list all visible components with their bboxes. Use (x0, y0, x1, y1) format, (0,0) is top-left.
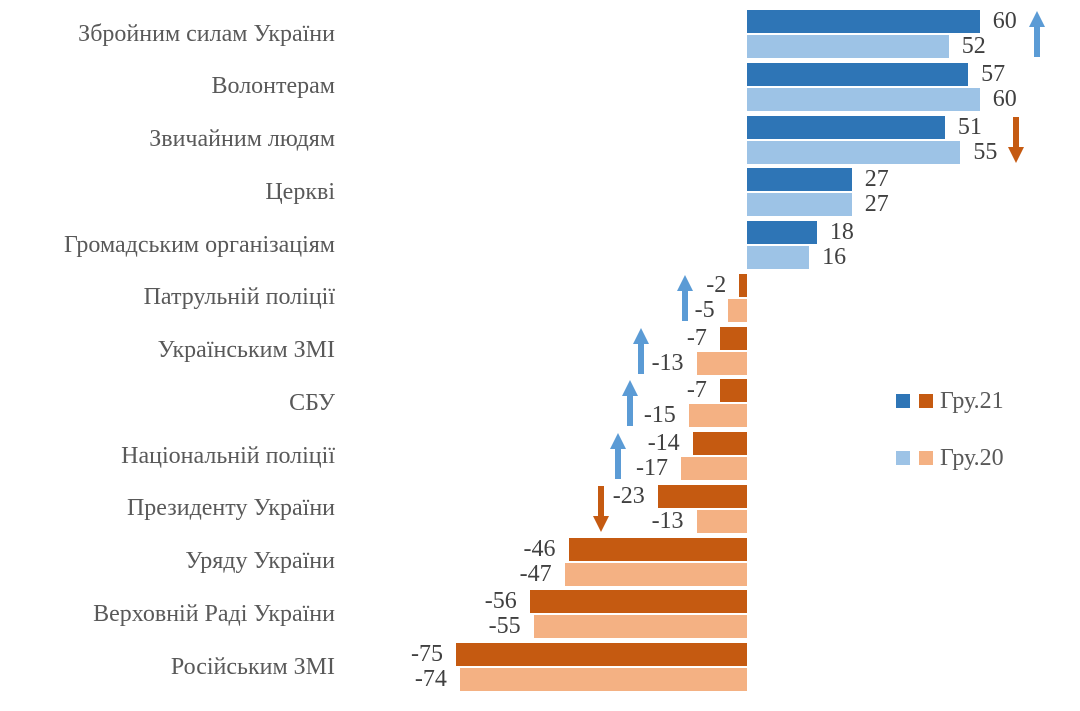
value-label-gru21: 57 (981, 60, 1006, 87)
category-label: Національній поліції (121, 442, 335, 469)
value-label-gru20: -17 (636, 455, 669, 481)
bar-gru21 (692, 432, 747, 455)
value-label-gru20: 52 (961, 33, 986, 59)
value-label-gru20: 16 (822, 244, 847, 270)
value-label-gru21: -2 (706, 271, 727, 298)
value-label-gru20: -15 (643, 402, 676, 429)
trend-down-arrow-icon (593, 485, 609, 532)
category-label: Церкві (265, 178, 335, 205)
value-label-gru21: 18 (829, 219, 854, 245)
value-label-gru20: -13 (651, 349, 684, 376)
value-label-gru20: -13 (651, 507, 684, 534)
legend-swatch-gru20-blue (896, 451, 910, 465)
value-label-gru20: -74 (414, 666, 447, 692)
trend-up-arrow-icon (677, 274, 693, 321)
legend-row-gru21: Гру.21 (896, 387, 1004, 415)
value-label-gru20: -5 (694, 296, 715, 323)
trend-up-arrow-icon (622, 380, 638, 427)
value-label-gru20: 55 (973, 138, 998, 165)
value-label-gru21: -75 (411, 641, 443, 667)
category-label: Президенту України (126, 495, 335, 522)
legend-swatch-gru20-orange (919, 451, 933, 465)
bar-gru20 (747, 140, 961, 164)
legend-label-gru21: Гру.21 (940, 387, 1004, 414)
trend-up-arrow-icon (633, 327, 649, 374)
bar-gru20 (747, 246, 810, 269)
category-label: Збройним силам України (78, 20, 335, 47)
bar-gru21 (456, 643, 747, 666)
bar-gru21 (747, 10, 980, 33)
trend-up-arrow-icon (610, 433, 626, 479)
value-label-gru20: -47 (519, 560, 552, 587)
bar-gru21 (719, 379, 747, 403)
category-label: Російським ЗМІ (170, 653, 335, 680)
bar-gru20 (696, 509, 747, 533)
bar-gru21 (568, 537, 747, 561)
trend-down-arrow-icon (1008, 116, 1024, 163)
value-label-gru21: -56 (484, 588, 517, 615)
category-label: Українським ЗМІ (157, 337, 335, 363)
trend-up-arrow-icon (1029, 11, 1045, 57)
bar-gru21 (747, 168, 852, 192)
value-label-gru21: -14 (647, 430, 680, 456)
bar-gru20 (747, 35, 949, 58)
category-label: Громадським організаціям (64, 231, 335, 258)
bar-gru21 (747, 115, 945, 139)
bar-gru21 (747, 221, 817, 244)
bar-gru21 (657, 484, 747, 508)
category-label: СБУ (289, 389, 335, 416)
bar-gru20 (681, 457, 747, 480)
bar-gru20 (688, 404, 747, 428)
bar-gru20 (564, 562, 747, 586)
bar-gru20 (459, 668, 747, 691)
legend-swatch-gru21-blue (896, 394, 910, 408)
bar-gru21 (739, 273, 747, 297)
value-label-gru21: 60 (992, 8, 1017, 34)
value-label-gru21: -46 (523, 535, 556, 562)
bar-gru20 (747, 193, 852, 217)
bar-gru20 (747, 87, 980, 111)
value-label-gru20: 60 (992, 85, 1017, 112)
bar-gru20 (533, 615, 747, 639)
category-label: Уряду України (185, 548, 335, 574)
category-label: Звичайним людям (149, 126, 335, 152)
value-label-gru20: 27 (864, 191, 889, 218)
bar-gru21 (719, 326, 747, 350)
value-label-gru21: 51 (957, 113, 982, 140)
legend-swatch-gru21-orange (919, 394, 933, 408)
category-label: Патрульній поліції (143, 284, 335, 311)
legend-row-gru20: Гру.20 (896, 444, 1004, 472)
value-label-gru21: 27 (864, 166, 889, 193)
category-label: Верховній Раді України (93, 600, 335, 627)
value-label-gru21: -7 (686, 377, 707, 404)
legend-label-gru20: Гру.20 (940, 444, 1004, 471)
bar-gru20 (727, 298, 747, 322)
value-label-gru20: -55 (488, 613, 521, 640)
bar-gru21 (747, 62, 969, 86)
bar-gru20 (696, 351, 747, 375)
category-label: Волонтерам (211, 73, 336, 100)
value-label-gru21: -23 (612, 482, 645, 509)
bar-gru21 (529, 590, 747, 614)
value-label-gru21: -7 (686, 324, 707, 351)
